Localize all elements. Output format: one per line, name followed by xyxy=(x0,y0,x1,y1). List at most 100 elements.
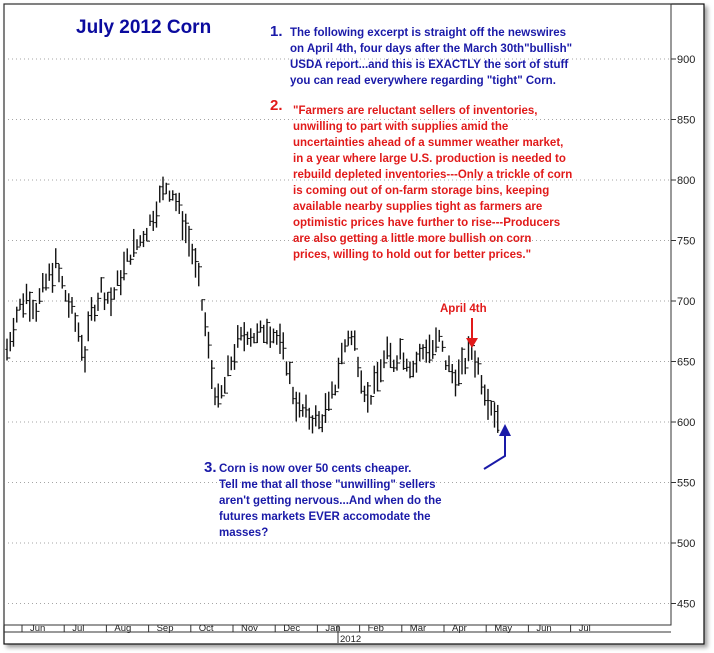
y-tick-label: 750 xyxy=(677,236,695,248)
annotation-3-line: Corn is now over 50 cents cheaper. xyxy=(219,463,411,475)
price-bar xyxy=(369,385,373,405)
price-bar xyxy=(301,404,305,417)
x-tick-label: Jun xyxy=(30,623,45,634)
price-bar xyxy=(37,288,42,312)
price-bar xyxy=(252,333,256,344)
price-bar xyxy=(437,329,441,348)
annotation-1-marker: 1. xyxy=(270,23,283,40)
price-bar xyxy=(177,192,181,214)
chart-frame xyxy=(3,3,705,645)
price-bar xyxy=(106,291,110,304)
price-bar xyxy=(444,346,448,371)
price-bar xyxy=(265,318,269,345)
price-bar xyxy=(213,367,217,406)
x-tick-label: Sep xyxy=(157,623,174,634)
y-tick-label: 700 xyxy=(677,296,695,308)
price-bar xyxy=(323,393,328,423)
price-bar xyxy=(190,228,194,265)
x-tick-label: Jan xyxy=(325,623,340,634)
price-bar xyxy=(362,385,367,403)
x-tick-label: Aug xyxy=(114,623,131,634)
price-bar xyxy=(115,270,120,291)
price-bar xyxy=(171,190,175,201)
y-tick-label: 900 xyxy=(677,54,695,66)
x-tick-label: Oct xyxy=(199,623,214,634)
price-bar xyxy=(463,348,467,375)
annotation-2-line: in a year where large U.S. production is… xyxy=(293,153,566,165)
y-tick-label: 850 xyxy=(677,115,695,127)
price-bar xyxy=(47,263,51,289)
price-bar xyxy=(275,330,279,345)
price-bar xyxy=(310,415,315,434)
price-bar xyxy=(245,331,250,345)
annotation-2-line: uncertainties ahead of a summer weather … xyxy=(293,137,563,149)
price-bar xyxy=(489,400,493,416)
price-bar xyxy=(99,277,103,299)
price-bar xyxy=(158,185,162,217)
price-bar xyxy=(83,346,87,373)
price-bar xyxy=(291,361,295,405)
x-tick-label: Apr xyxy=(452,623,467,634)
price-bar xyxy=(405,358,409,372)
price-bar xyxy=(216,383,220,408)
price-bar xyxy=(262,324,266,344)
price-bar xyxy=(132,228,136,260)
price-bar xyxy=(125,248,129,275)
price-bar xyxy=(278,323,282,354)
price-bar xyxy=(385,336,389,364)
price-bar xyxy=(80,334,84,361)
price-bar xyxy=(284,347,289,376)
price-bar xyxy=(398,338,402,364)
price-bar xyxy=(164,182,168,195)
price-bar xyxy=(128,254,133,265)
price-bar xyxy=(353,330,357,351)
price-bar xyxy=(86,311,90,351)
price-bar xyxy=(340,342,344,365)
price-bar xyxy=(294,391,298,422)
price-bar xyxy=(34,300,38,322)
price-bar xyxy=(346,330,350,347)
price-bar xyxy=(5,338,9,361)
price-bar xyxy=(89,297,94,321)
price-bar xyxy=(486,388,490,420)
price-bars xyxy=(5,176,500,434)
price-bar xyxy=(148,214,152,242)
price-bar xyxy=(366,382,370,413)
april-4th-callout: April 4th xyxy=(440,303,487,315)
price-bar xyxy=(206,326,211,359)
annotation-2-line: "Farmers are reluctant sellers of invent… xyxy=(293,105,538,117)
price-bar xyxy=(379,359,383,392)
price-bar xyxy=(434,327,438,356)
blue-up-arrow-icon xyxy=(483,424,511,470)
annotation-1-line: USDA report...and this is EXACTLY the so… xyxy=(290,59,568,71)
price-bar xyxy=(401,338,406,370)
price-bar xyxy=(476,357,480,375)
price-bar xyxy=(473,345,477,378)
price-bar xyxy=(18,298,22,311)
price-bar xyxy=(392,359,396,372)
price-bar xyxy=(492,400,497,428)
price-bar xyxy=(180,204,185,241)
x-tick-label: Feb xyxy=(368,623,384,634)
price-bar xyxy=(333,384,337,396)
price-bar xyxy=(60,267,64,289)
annotation-1-line: you can read everywhere regarding "tight… xyxy=(290,75,556,87)
price-bar xyxy=(28,291,32,322)
price-bar xyxy=(73,305,77,332)
price-bar xyxy=(343,339,347,364)
price-bar xyxy=(349,330,354,346)
price-bar xyxy=(210,344,214,389)
price-bar xyxy=(112,287,116,300)
annotation-1-line: on April 4th, four days after the March … xyxy=(290,43,572,55)
annotation-2-text: "Farmers are reluctant sellers of invent… xyxy=(293,105,575,261)
chart-title: July 2012 Corn xyxy=(76,17,211,38)
price-bar xyxy=(229,356,233,377)
price-bar xyxy=(414,351,419,373)
price-bar xyxy=(479,363,484,395)
price-bar xyxy=(11,317,16,347)
price-bar xyxy=(356,348,360,378)
price-bar xyxy=(395,355,399,371)
price-bar xyxy=(375,361,380,392)
price-bar xyxy=(219,385,224,405)
price-bar xyxy=(50,262,55,293)
